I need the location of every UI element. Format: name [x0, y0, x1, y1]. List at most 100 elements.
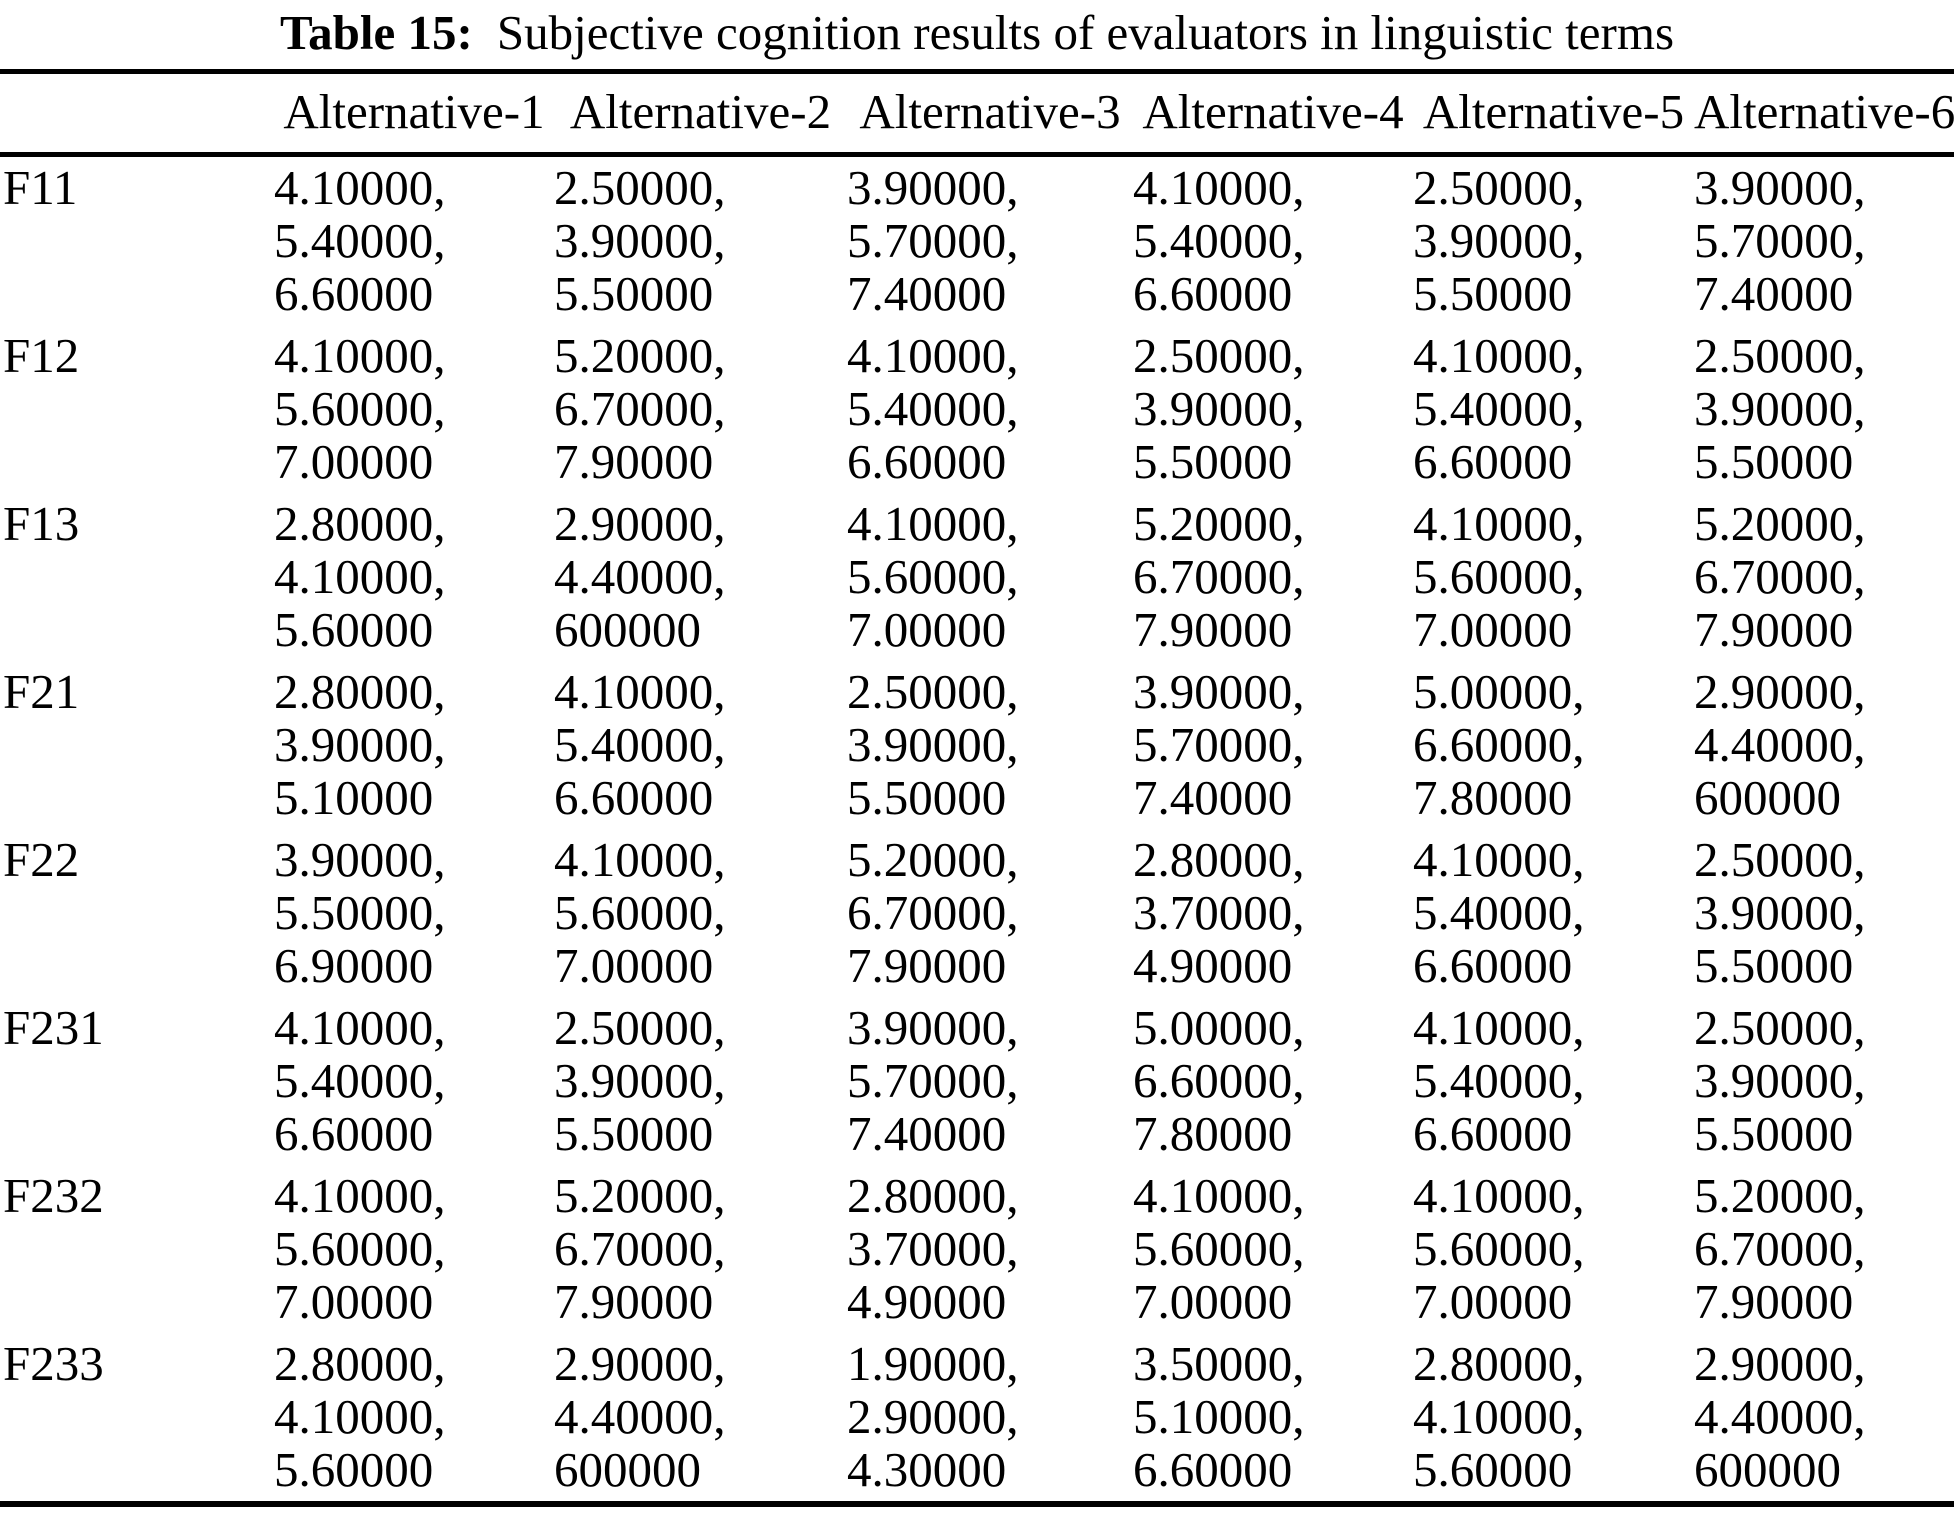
- table-cell: 4.10000, 5.40000, 6.60000: [554, 661, 847, 829]
- cell-line: 7.90000: [1133, 602, 1293, 657]
- cell-line: 6.60000: [1413, 1106, 1573, 1161]
- cell-line: 5.60000,: [1133, 1221, 1305, 1276]
- table-cell: 2.50000, 3.90000, 5.50000: [554, 155, 847, 326]
- row-label: F21: [3, 664, 80, 719]
- table-cell: 2.90000, 4.40000, 600000: [1694, 661, 1954, 829]
- cell-line: 5.50000: [1694, 434, 1854, 489]
- cell-line: 5.40000,: [274, 1053, 446, 1108]
- cell-line: 5.10000,: [1133, 1389, 1305, 1444]
- cell-line: 4.10000,: [274, 160, 446, 215]
- table-cell: 4.10000, 5.40000, 6.60000: [274, 997, 554, 1165]
- cell-line: 4.10000,: [847, 328, 1019, 383]
- cell-line: 7.00000: [554, 938, 714, 993]
- table-cell: 2.50000, 3.90000, 5.50000: [554, 997, 847, 1165]
- table-row: F231 4.10000, 5.40000, 6.60000 2.50000, 3.900…: [0, 997, 1954, 1165]
- table-cell: 1.90000, 2.90000, 4.30000: [847, 1333, 1133, 1504]
- table-row: F13 2.80000, 4.10000, 5.60000 2.90000, 4.4000…: [0, 493, 1954, 661]
- cell-line: 2.50000,: [1133, 328, 1305, 383]
- cell-line: 5.20000,: [554, 328, 726, 383]
- row-label: F11: [3, 160, 78, 215]
- table-cell: 2.50000, 3.90000, 5.50000: [1694, 829, 1954, 997]
- table-cell: 2.80000, 3.90000, 5.10000: [274, 661, 554, 829]
- cell-line: 5.10000: [274, 770, 434, 825]
- table-cell: 4.10000, 5.60000, 7.00000: [1413, 493, 1694, 661]
- table-cell: 3.90000, 5.70000, 7.40000: [1694, 155, 1954, 326]
- cell-line: 5.50000: [1694, 1106, 1854, 1161]
- cell-line: 7.00000: [1413, 1274, 1573, 1329]
- cell-line: 5.60000,: [274, 381, 446, 436]
- cell-line: 5.60000: [274, 1442, 434, 1497]
- cell-line: 5.50000: [1413, 266, 1573, 321]
- column-header: Alternative-3: [847, 71, 1133, 157]
- table-caption-text: Subjective cognition results of evaluato…: [496, 5, 1675, 60]
- cell-line: 4.10000,: [274, 1000, 446, 1055]
- cell-line: 7.90000: [1694, 1274, 1854, 1329]
- cell-line: 6.60000: [1413, 938, 1573, 993]
- cell-line: 4.10000,: [1413, 1168, 1585, 1223]
- table-cell: 5.20000, 6.70000, 7.90000: [554, 1165, 847, 1333]
- cell-line: 4.10000,: [1413, 328, 1585, 383]
- cell-line: 5.50000: [1694, 938, 1854, 993]
- table-cell: 5.20000, 6.70000, 7.90000: [847, 829, 1133, 997]
- cell-line: 5.60000: [1413, 1442, 1573, 1497]
- cell-line: 3.50000,: [1133, 1336, 1305, 1391]
- cell-line: 600000: [554, 602, 701, 657]
- cell-line: 4.90000: [847, 1274, 1007, 1329]
- table-cell: 3.90000, 5.50000, 6.90000: [274, 829, 554, 997]
- cell-line: 3.90000,: [847, 160, 1019, 215]
- cell-line: 7.90000: [554, 434, 714, 489]
- cell-line: 2.90000,: [1694, 1336, 1866, 1391]
- cell-line: 5.50000: [554, 1106, 714, 1161]
- cell-line: 6.70000,: [554, 1221, 726, 1276]
- table-cell: 2.90000, 4.40000, 600000: [554, 1333, 847, 1504]
- corner-cell: [0, 71, 274, 157]
- table-row: F233 2.80000, 4.10000, 5.60000 2.90000, 4.400…: [0, 1333, 1954, 1504]
- cell-line: 7.90000: [847, 938, 1007, 993]
- cell-line: 7.40000: [1133, 770, 1293, 825]
- cell-line: 2.50000,: [847, 664, 1019, 719]
- cell-line: 4.10000,: [1413, 1389, 1585, 1444]
- cell-line: 3.70000,: [1133, 885, 1305, 940]
- cell-line: 4.10000,: [274, 328, 446, 383]
- cell-line: 4.10000,: [1133, 160, 1305, 215]
- cell-line: 2.90000,: [554, 496, 726, 551]
- cell-line: 6.60000: [274, 1106, 434, 1161]
- cell-line: 7.40000: [847, 1106, 1007, 1161]
- cell-line: 3.90000,: [1133, 381, 1305, 436]
- table-cell: 5.20000, 6.70000, 7.90000: [554, 325, 847, 493]
- cell-line: 5.70000,: [1133, 717, 1305, 772]
- table-cell: 4.10000, 5.40000, 6.60000: [1413, 997, 1694, 1165]
- cell-line: 4.10000,: [554, 832, 726, 887]
- table-cell: 2.50000, 3.90000, 5.50000: [847, 661, 1133, 829]
- cell-line: 6.60000,: [1413, 717, 1585, 772]
- row-label: F22: [3, 832, 80, 887]
- cell-line: 6.70000,: [1694, 1221, 1866, 1276]
- cell-line: 3.90000,: [847, 717, 1019, 772]
- cell-line: 7.00000: [1413, 602, 1573, 657]
- table-cell: 4.10000, 5.60000, 7.00000: [1413, 1165, 1694, 1333]
- row-label: F233: [3, 1336, 104, 1391]
- row-label: F12: [3, 328, 80, 383]
- cell-line: 6.70000,: [554, 381, 726, 436]
- cell-line: 3.90000,: [274, 717, 446, 772]
- cell-line: 3.90000,: [274, 832, 446, 887]
- cell-line: 5.40000,: [1413, 1053, 1585, 1108]
- table-row: F232 4.10000, 5.60000, 7.00000 5.20000, 6.700…: [0, 1165, 1954, 1333]
- column-header: Alternative-5: [1413, 71, 1694, 157]
- cell-line: 3.90000,: [554, 213, 726, 268]
- cell-line: 4.10000,: [554, 664, 726, 719]
- cell-line: 5.40000,: [1413, 381, 1585, 436]
- cell-line: 4.10000,: [1413, 496, 1585, 551]
- cell-line: 4.90000: [1133, 938, 1293, 993]
- cell-line: 4.40000,: [554, 549, 726, 604]
- table-cell: 2.80000, 3.70000, 4.90000: [1133, 829, 1413, 997]
- table-cell: 2.80000, 4.10000, 5.60000: [274, 493, 554, 661]
- table-cell: 3.50000, 5.10000, 6.60000: [1133, 1333, 1413, 1504]
- cell-line: 2.80000,: [1413, 1336, 1585, 1391]
- cell-line: 4.40000,: [1694, 717, 1866, 772]
- cell-line: 7.90000: [1694, 602, 1854, 657]
- table-cell: 5.00000, 6.60000, 7.80000: [1133, 997, 1413, 1165]
- cell-line: 6.70000,: [847, 885, 1019, 940]
- table-caption: Table 15: Subjective cognition results of…: [0, 0, 1954, 62]
- table-cell: 4.10000, 5.40000, 6.60000: [1413, 829, 1694, 997]
